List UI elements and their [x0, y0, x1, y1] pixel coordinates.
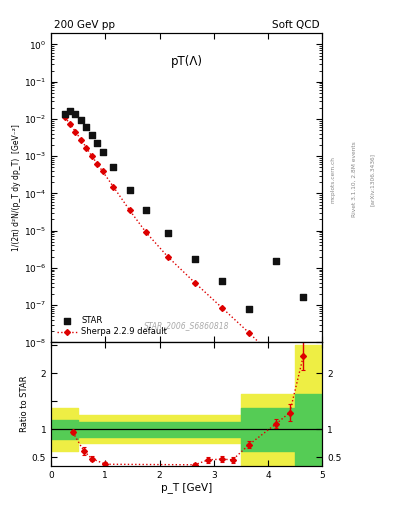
Line: Sherpa 2.2.9 default: Sherpa 2.2.9 default [62, 115, 305, 389]
Text: 200 GeV pp: 200 GeV pp [54, 19, 115, 30]
Text: Soft QCD: Soft QCD [272, 19, 320, 30]
STAR [246, 305, 252, 313]
Sherpa 2.2.9 default [62, 114, 67, 120]
STAR [72, 110, 79, 118]
STAR [94, 139, 100, 147]
Sherpa 2.2.9 default [144, 229, 149, 236]
Sherpa 2.2.9 default [79, 137, 83, 143]
Sherpa 2.2.9 default [73, 129, 78, 135]
Sherpa 2.2.9 default [165, 253, 170, 260]
Sherpa 2.2.9 default [127, 207, 132, 214]
STAR [143, 206, 149, 215]
Sherpa 2.2.9 default [220, 305, 224, 311]
Sherpa 2.2.9 default [301, 383, 306, 390]
Sherpa 2.2.9 default [84, 144, 89, 151]
Sherpa 2.2.9 default [90, 153, 94, 159]
STAR [110, 163, 117, 171]
STAR [219, 276, 225, 285]
STAR [273, 257, 279, 265]
Legend: STAR, Sherpa 2.2.9 default: STAR, Sherpa 2.2.9 default [55, 314, 169, 338]
Text: [arXiv:1306.3436]: [arXiv:1306.3436] [369, 153, 375, 206]
Text: pT(Λ): pT(Λ) [171, 55, 203, 68]
STAR [99, 148, 106, 156]
STAR [127, 186, 133, 194]
STAR [83, 123, 90, 131]
Sherpa 2.2.9 default [247, 330, 252, 336]
STAR [300, 292, 307, 301]
Text: STAR_2006_S6860818: STAR_2006_S6860818 [144, 321, 230, 330]
Sherpa 2.2.9 default [68, 120, 72, 126]
Sherpa 2.2.9 default [274, 356, 279, 362]
Sherpa 2.2.9 default [111, 184, 116, 190]
STAR [165, 229, 171, 238]
Sherpa 2.2.9 default [100, 168, 105, 175]
Y-axis label: Ratio to STAR: Ratio to STAR [20, 376, 29, 432]
STAR [67, 106, 73, 115]
Sherpa 2.2.9 default [95, 161, 99, 167]
STAR [61, 110, 68, 118]
Sherpa 2.2.9 default [193, 280, 197, 286]
Text: Rivet 3.1.10, 2.8M events: Rivet 3.1.10, 2.8M events [352, 141, 357, 217]
X-axis label: p_T [GeV]: p_T [GeV] [161, 482, 212, 494]
STAR [89, 131, 95, 139]
Y-axis label: 1/(2π) d²N/(p_T dy dp_T)  [GeV⁻²]: 1/(2π) d²N/(p_T dy dp_T) [GeV⁻²] [12, 124, 21, 251]
STAR [192, 255, 198, 263]
STAR [78, 116, 84, 124]
Text: mcplots.cern.ch: mcplots.cern.ch [330, 156, 335, 203]
